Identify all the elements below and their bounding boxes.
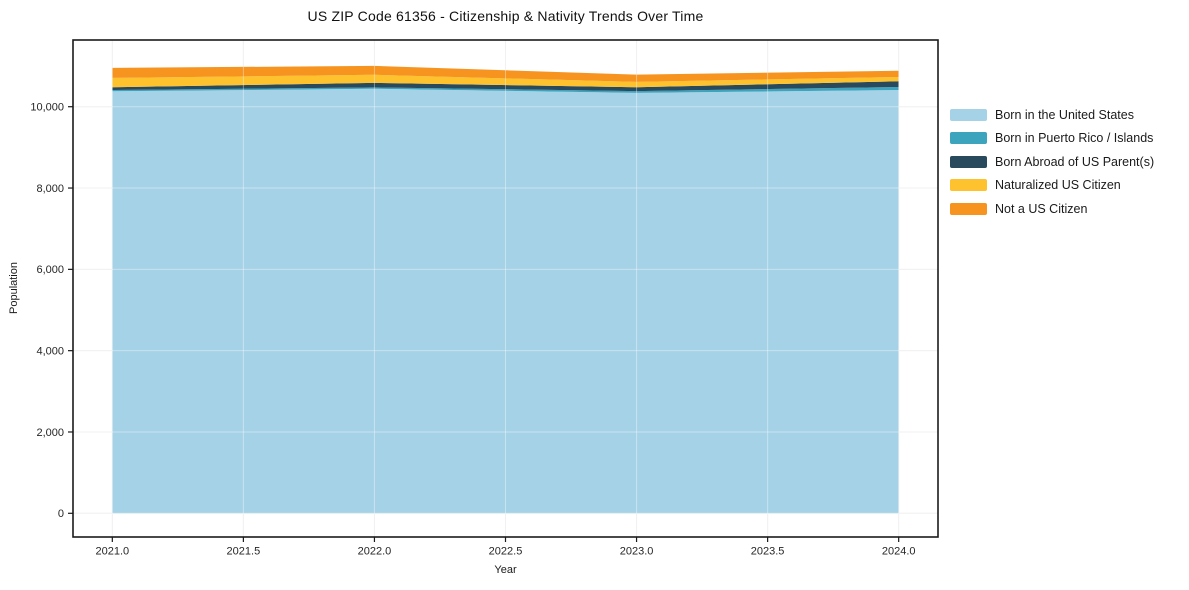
y-tick-label: 10,000 xyxy=(30,102,64,114)
legend-label: Born in Puerto Rico / Islands xyxy=(995,131,1154,146)
area-series xyxy=(112,88,899,514)
x-tick-label: 2021.0 xyxy=(95,546,129,558)
y-tick-label: 0 xyxy=(58,508,64,520)
legend-item: Born in Puerto Rico / Islands xyxy=(950,127,1154,151)
legend-item: Naturalized US Citizen xyxy=(950,174,1154,198)
y-tick-label: 6,000 xyxy=(36,264,64,276)
legend-label: Born in the United States xyxy=(995,107,1134,122)
y-tick-label: 2,000 xyxy=(36,427,64,439)
y-tick-label: 4,000 xyxy=(36,345,64,357)
legend-label: Born Abroad of US Parent(s) xyxy=(995,154,1155,169)
x-axis-title: Year xyxy=(494,564,517,576)
legend-swatch xyxy=(950,155,987,168)
x-tick-label: 2023.5 xyxy=(751,546,785,558)
legend: Born in the United States Born in Puerto … xyxy=(950,103,1154,221)
x-tick-label: 2022.0 xyxy=(358,546,392,558)
y-axis-title: Population xyxy=(8,262,20,314)
legend-label: Not a US Citizen xyxy=(995,201,1088,216)
y-tick-label: 8,000 xyxy=(36,183,64,195)
area-series xyxy=(112,87,899,93)
x-tick-label: 2021.5 xyxy=(227,546,261,558)
legend-swatch xyxy=(950,132,987,145)
x-tick-label: 2022.5 xyxy=(489,546,523,558)
legend-item: Born Abroad of US Parent(s) xyxy=(950,150,1154,174)
legend-item: Born in the United States xyxy=(950,103,1154,127)
legend-label: Naturalized US Citizen xyxy=(995,178,1121,193)
legend-swatch xyxy=(950,108,987,121)
legend-swatch xyxy=(950,202,987,215)
chart-title: US ZIP Code 61356 - Citizenship & Nativi… xyxy=(307,8,704,24)
area-series xyxy=(112,74,899,88)
x-tick-label: 2023.0 xyxy=(620,546,654,558)
area-series xyxy=(112,81,899,92)
area-series xyxy=(112,65,899,82)
legend-swatch xyxy=(950,179,987,192)
x-tick-label: 2024.0 xyxy=(882,546,916,558)
legend-item: Not a US Citizen xyxy=(950,197,1154,221)
